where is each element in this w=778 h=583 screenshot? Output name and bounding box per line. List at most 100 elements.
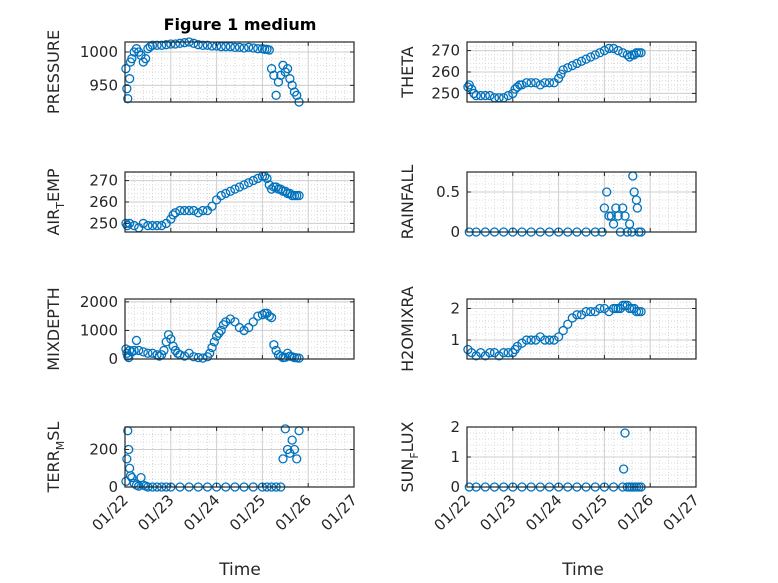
data-point	[198, 205, 208, 216]
y-tick-label: 2	[450, 418, 460, 436]
x-axis-label-left: Time	[218, 560, 261, 580]
data-point	[156, 220, 167, 231]
data-point	[558, 65, 568, 75]
data-point	[145, 42, 155, 52]
x-tick-label: 01/22	[89, 491, 132, 534]
data-point	[184, 205, 194, 216]
y-tick-label: 270	[89, 172, 118, 190]
data-point	[599, 303, 610, 314]
data-point	[531, 335, 541, 345]
data-point	[563, 63, 573, 73]
data-point	[576, 310, 587, 320]
data-point	[535, 332, 545, 342]
data-point	[517, 80, 527, 90]
data-point	[134, 345, 144, 356]
data-point	[152, 220, 162, 231]
data-point	[207, 342, 217, 353]
y-axis-label-main: PRESSURE	[44, 30, 63, 114]
x-tick-label: 01/24	[180, 491, 223, 534]
data-point	[121, 218, 131, 229]
data-point	[205, 348, 215, 358]
data-point	[266, 312, 277, 323]
data-point	[512, 82, 523, 92]
data-point	[230, 42, 240, 52]
data-point	[122, 84, 132, 94]
data-point	[269, 340, 279, 350]
data-point	[134, 481, 144, 491]
data-point	[503, 90, 513, 101]
data-point	[257, 310, 268, 320]
y-axis-label-main: H2OMIXRA	[398, 286, 417, 372]
data-point	[239, 325, 249, 336]
y-axis-label-tail: LUX	[398, 421, 417, 452]
data-point	[549, 335, 559, 345]
data-point	[221, 42, 231, 52]
data-point	[216, 190, 226, 201]
data-point	[124, 74, 135, 84]
y-tick-label: 1	[450, 331, 460, 349]
data-point	[624, 52, 635, 62]
x-tick-label: 01/22	[431, 491, 474, 534]
subplot-6: 0 200 01/22 01/23 01/24 01/25 01/26 01/27 TERRMS…	[44, 422, 361, 535]
data-point	[143, 348, 153, 358]
subplot-4: 0 1000 2000 MIXDEPTH	[44, 287, 355, 371]
data-point	[271, 182, 281, 192]
data-point	[124, 463, 135, 473]
axes-box	[466, 171, 697, 233]
y-tick-label: 950	[89, 76, 118, 94]
data-point	[179, 38, 190, 48]
data-point	[170, 208, 181, 218]
data-point	[282, 64, 293, 74]
data-point	[143, 220, 153, 231]
data-point	[121, 476, 131, 487]
subplot-1: 250 260 270 THETA	[398, 41, 697, 103]
axes-box	[124, 298, 355, 360]
y-tick-label: 250	[431, 84, 460, 102]
y-axis-label-tail: EMP	[44, 168, 63, 202]
data-point	[225, 42, 235, 52]
data-point	[136, 472, 146, 483]
x-tick-label: 01/24	[522, 491, 565, 534]
data-point	[264, 45, 274, 55]
data-point	[152, 40, 162, 50]
data-point	[602, 187, 612, 197]
data-point	[202, 40, 213, 50]
data-point	[608, 43, 619, 54]
data-point	[129, 220, 139, 231]
x-tick-label: 01/27	[318, 491, 361, 534]
data-point	[230, 317, 240, 327]
data-point	[590, 50, 600, 60]
data-point	[485, 90, 495, 101]
data-point	[159, 345, 169, 356]
data-point	[216, 325, 226, 336]
y-tick-label: 0	[108, 478, 118, 496]
data-point	[253, 44, 263, 54]
data-point	[138, 218, 148, 229]
data-point	[576, 56, 587, 66]
x-tick-label: 01/27	[660, 491, 703, 534]
data-point	[234, 42, 245, 52]
data-point	[526, 78, 536, 88]
y-tick-label: 1000	[80, 321, 118, 339]
data-point	[221, 317, 231, 327]
data-point	[287, 80, 297, 90]
y-axis-label-main: RAINFALL	[398, 165, 417, 240]
data-point	[595, 303, 605, 314]
data-point	[166, 39, 176, 49]
y-axis-label: TERRMSL	[44, 422, 67, 494]
data-point	[599, 45, 610, 56]
y-tick-label: 260	[431, 63, 460, 81]
data-point	[244, 322, 254, 333]
x-tick-label: 01/23	[134, 491, 177, 534]
data-point	[225, 186, 235, 196]
y-tick-label: 0.5	[436, 183, 460, 201]
data-point	[189, 352, 199, 362]
data-point	[248, 175, 258, 186]
y-axis-label-subscript: F	[408, 452, 421, 458]
data-point	[586, 52, 596, 62]
data-point	[489, 348, 500, 358]
data-point	[193, 40, 203, 50]
data-point	[553, 332, 564, 342]
data-point	[266, 184, 277, 194]
data-point	[620, 428, 630, 438]
